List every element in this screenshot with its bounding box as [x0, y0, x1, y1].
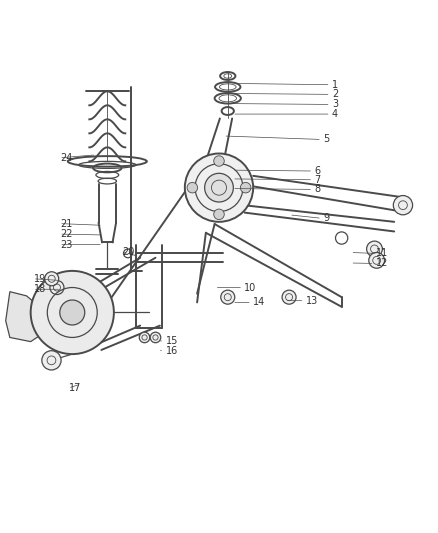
Text: 1: 1 [332, 80, 338, 90]
Polygon shape [6, 292, 52, 342]
Text: 18: 18 [34, 284, 46, 294]
Text: 8: 8 [314, 184, 321, 195]
Circle shape [221, 290, 235, 304]
Circle shape [214, 209, 224, 220]
Circle shape [367, 241, 382, 257]
Text: 6: 6 [314, 166, 321, 176]
Circle shape [50, 280, 64, 295]
Circle shape [282, 290, 296, 304]
Text: 9: 9 [323, 213, 329, 223]
Text: 2: 2 [332, 90, 338, 99]
Text: 5: 5 [323, 134, 329, 144]
Text: 11: 11 [376, 248, 388, 259]
Circle shape [185, 154, 253, 222]
Circle shape [139, 332, 150, 343]
Text: 15: 15 [166, 336, 178, 346]
Circle shape [393, 196, 413, 215]
Circle shape [205, 173, 233, 202]
Circle shape [369, 253, 385, 268]
Text: 13: 13 [306, 296, 318, 305]
Circle shape [187, 182, 198, 193]
Circle shape [45, 272, 59, 286]
Text: 24: 24 [60, 153, 73, 163]
Text: 16: 16 [166, 345, 178, 356]
Circle shape [42, 351, 61, 370]
Text: 10: 10 [244, 282, 257, 293]
Text: 23: 23 [60, 240, 73, 249]
Text: 4: 4 [332, 109, 338, 119]
Text: 22: 22 [60, 229, 73, 239]
Circle shape [150, 332, 161, 343]
Text: 20: 20 [122, 247, 134, 257]
Text: 17: 17 [69, 383, 81, 393]
Text: 3: 3 [332, 100, 338, 109]
Circle shape [214, 156, 224, 166]
Text: 7: 7 [314, 175, 321, 185]
Text: 19: 19 [34, 274, 46, 284]
Circle shape [240, 182, 251, 193]
Text: 12: 12 [376, 259, 388, 269]
Circle shape [60, 300, 85, 325]
Text: 21: 21 [60, 219, 73, 229]
Circle shape [31, 271, 114, 354]
Text: 14: 14 [253, 297, 265, 308]
